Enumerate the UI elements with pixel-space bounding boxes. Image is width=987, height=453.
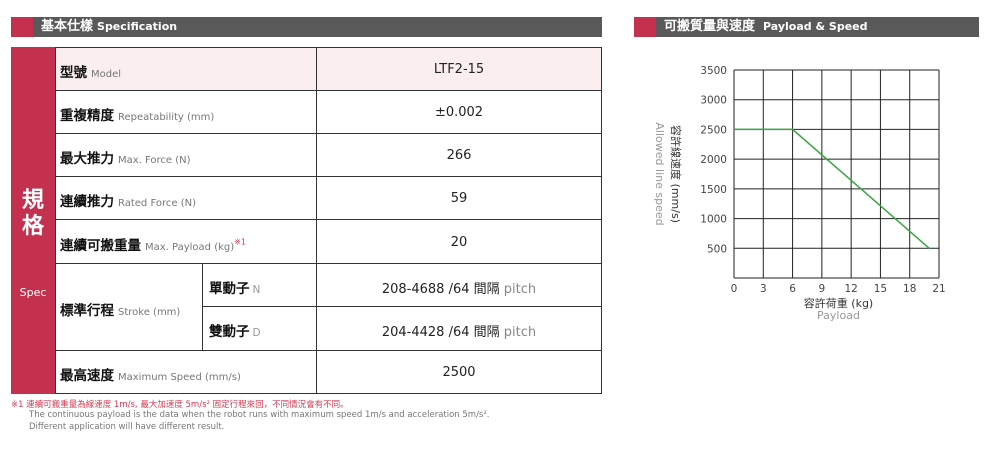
chart-header: 可搬質量與速度 Payload & Speed: [634, 17, 979, 37]
spec-side-zh1: 規: [21, 188, 44, 213]
row-max-speed-label: 最高速度 Maximum Speed (mm/s): [60, 368, 241, 384]
chart-header-en: Payload & Speed: [763, 20, 868, 33]
note-3: Different application will have differen…: [29, 422, 225, 432]
y-axis-title: 容許線速度 (mm/s): [669, 125, 683, 223]
chart-header-title: 可搬質量與速度 Payload & Speed: [664, 17, 868, 37]
stroke-double-value: 204-4428 /64 間隔 pitch: [381, 325, 537, 340]
stroke-double-value-cell: 204-4428 /64 間隔 pitch: [316, 306, 602, 351]
x-tick-label: 3: [760, 283, 767, 295]
row-repeatability-label-cell: 重複精度 Repeatability (mm): [55, 90, 317, 134]
x-tick-label: 9: [819, 283, 826, 295]
row-rated-force-label-cell: 連續推力 Rated Force (N): [55, 176, 317, 220]
y-tick-label: 3000: [700, 95, 727, 107]
spec-side-en: Spec: [19, 286, 47, 299]
y-tick-label: 500: [707, 243, 727, 255]
y-tick-label: 3500: [700, 65, 727, 77]
spec-header-accent: [11, 17, 33, 37]
stroke-double-label-cell: 雙動子 D: [202, 306, 317, 351]
row-repeatability-value: ±0.002: [434, 105, 484, 120]
row-max-force-label-cell: 最大推力 Max. Force (N): [55, 133, 317, 177]
x-tick-label: 15: [874, 283, 887, 295]
row-model-label: 型號 Model: [60, 65, 122, 81]
stroke-single-value-cell: 208-4688 /64 間隔 pitch: [316, 263, 602, 307]
spec-header-zh: 基本仕樣: [41, 19, 94, 34]
x-axis-title-en: Payload: [817, 309, 860, 322]
spec-header-en: Specification: [97, 20, 178, 33]
x-tick-label: 6: [789, 283, 796, 295]
row-model-value-cell: LTF2-15: [316, 47, 602, 91]
row-rated-force-value-cell: 59: [316, 176, 602, 220]
x-axis-title: 容許荷重 (kg): [804, 296, 873, 310]
stroke-double-label: 雙動子 D: [209, 324, 261, 340]
row-max-payload-value-cell: 20: [316, 219, 602, 264]
x-tick-label: 12: [844, 283, 857, 295]
y-tick-label: 1500: [700, 184, 727, 196]
row-max-payload-label: 連續可搬重量 Max. Payload (kg)※1: [60, 237, 246, 255]
x-tick-label: 21: [932, 283, 945, 295]
stroke-single-label: 單動子 N: [209, 281, 261, 297]
y-axis-title-en: Allowed line speed: [653, 122, 666, 225]
note-2: The continuous payload is the data when …: [29, 410, 490, 420]
row-stroke-label: 標準行程 Stroke (mm): [60, 303, 181, 319]
spec-side-zh2: 格: [21, 214, 44, 239]
x-tick-label: 0: [731, 283, 738, 295]
y-tick-label: 2500: [700, 124, 727, 136]
row-max-force-value: 266: [446, 148, 472, 163]
row-max-speed-value-cell: 2500: [316, 350, 602, 394]
row-model-label-cell: 型號 Model: [55, 47, 317, 91]
row-max-speed-label-cell: 最高速度 Maximum Speed (mm/s): [55, 350, 317, 394]
y-tick-label: 2000: [700, 154, 727, 166]
row-max-force-value-cell: 266: [316, 133, 602, 177]
chart-header-accent: [634, 17, 656, 37]
stroke-single-value: 208-4688 /64 間隔 pitch: [381, 282, 537, 297]
row-repeatability-value-cell: ±0.002: [316, 90, 602, 134]
y-tick-label: 1000: [700, 214, 727, 226]
row-stroke-label-cell: 標準行程 Stroke (mm): [55, 263, 203, 351]
chart-header-zh: 可搬質量與速度: [664, 19, 756, 34]
note-1: ※1 連續可搬重量為線速度 1m/s, 最大加速度 5m/s² 固定行程來回，不…: [11, 400, 349, 410]
row-max-speed-value: 2500: [442, 365, 476, 380]
row-max-force-label: 最大推力 Max. Force (N): [60, 151, 191, 167]
row-model-value: LTF2-15: [433, 62, 485, 77]
row-max-payload-value: 20: [450, 235, 468, 250]
speed-series-line: [734, 128, 930, 249]
payload-speed-chart: 0 3 6 9 12 15 18 21 500 1000 1500 2000 2500 3000 3500 容…: [653, 65, 946, 322]
row-repeatability-label: 重複精度 Repeatability (mm): [60, 108, 215, 124]
row-rated-force-value: 59: [450, 191, 468, 206]
spec-header: 基本仕樣 Specification: [11, 17, 602, 37]
row-rated-force-label: 連續推力 Rated Force (N): [60, 194, 196, 210]
spec-side-label: 規 格 Spec: [11, 47, 55, 394]
stroke-single-label-cell: 單動子 N: [202, 263, 317, 307]
spec-header-title: 基本仕樣 Specification: [41, 17, 177, 37]
row-max-payload-label-cell: 連續可搬重量 Max. Payload (kg)※1: [55, 219, 317, 264]
x-tick-label: 18: [903, 283, 916, 295]
